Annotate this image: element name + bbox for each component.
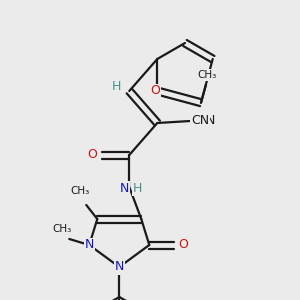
Text: N: N bbox=[120, 182, 129, 194]
Text: N: N bbox=[205, 115, 215, 128]
Text: CN: CN bbox=[191, 113, 209, 127]
Text: O: O bbox=[87, 148, 97, 161]
Text: N: N bbox=[85, 238, 94, 251]
Text: C: C bbox=[194, 115, 203, 128]
Text: H: H bbox=[112, 80, 121, 94]
Text: N: N bbox=[115, 260, 124, 274]
Text: CH₃: CH₃ bbox=[197, 70, 217, 80]
Text: CH₃: CH₃ bbox=[71, 186, 90, 196]
Text: O: O bbox=[178, 238, 188, 251]
Text: CH₃: CH₃ bbox=[53, 224, 72, 234]
Text: O: O bbox=[150, 85, 160, 98]
Text: H: H bbox=[133, 182, 142, 194]
